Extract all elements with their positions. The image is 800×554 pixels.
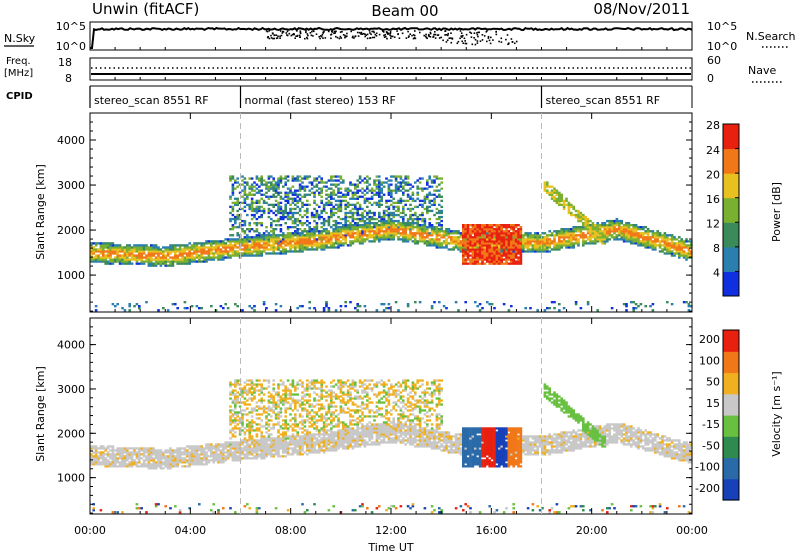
nsky-label: N.Sky	[4, 32, 36, 45]
power-heatmap	[90, 175, 693, 312]
colorbar-swatch	[723, 436, 739, 459]
nsky-tick-top-right: 10^5	[707, 20, 737, 33]
x-axis: 00:00 04:00 08:00 12:00 16:00 20:00 00:00	[74, 47, 708, 537]
cpid-segment-label: stereo_scan 8551 RF	[94, 94, 209, 107]
beam-title: Beam 00	[371, 2, 438, 20]
freq-label-line1: Freq.	[6, 56, 31, 67]
power-colorbar-tick: 20	[706, 168, 720, 181]
power-colorbar-tick: 8	[713, 242, 720, 255]
y-tick-label: 2000	[57, 224, 85, 237]
nsky-tick-top-left: 10^5	[56, 20, 86, 33]
nave-tick-bottom: 0	[707, 72, 714, 85]
colorbar-swatch	[723, 173, 739, 199]
colorbar-swatch	[723, 330, 739, 352]
nave-tick-top: 60	[707, 54, 721, 67]
x-axis-label: Time UT	[367, 541, 413, 554]
y-tick-label: 1000	[57, 472, 85, 485]
nave-label: Nave	[748, 64, 776, 77]
y-tick-label: 3000	[57, 383, 85, 396]
x-tick-label: 00:00	[676, 524, 708, 537]
y-tick-label: 4000	[57, 134, 85, 147]
velocity-colorbar-tick: -100	[695, 461, 720, 474]
nsearch-label: N.Search	[746, 30, 796, 43]
velocity-colorbar-label: Velocity [m s⁻¹]	[770, 371, 783, 456]
power-panel: 1000 2000 3000 4000 Slant Range [km] 4 8 12 16…	[34, 112, 783, 313]
nsky-panel: N.Sky 10^5 10^0 10^5 10^0 N.Search	[4, 20, 796, 53]
colorbar-swatch	[723, 393, 739, 416]
power-y-ticks: 1000 2000 3000 4000	[57, 121, 692, 312]
velocity-colorbar-tick: 200	[699, 333, 720, 346]
x-tick-label: 12:00	[375, 524, 407, 537]
power-colorbar: 4 8 12 16 20 24 28	[706, 119, 740, 297]
x-tick-label: 00:00	[74, 524, 106, 537]
power-colorbar-tick: 12	[706, 218, 720, 231]
freq-tick-bottom: 8	[65, 72, 72, 85]
nsearch-dots	[265, 30, 518, 46]
freq-tick-top: 18	[58, 56, 72, 69]
velocity-colorbar: 200 100 50 15 -15 -50 -100 -200	[695, 329, 740, 501]
x-tick-label: 08:00	[275, 524, 307, 537]
x-tick-label: 04:00	[174, 524, 206, 537]
velocity-colorbar-tick: -200	[695, 482, 720, 495]
power-ylabel: Slant Range [km]	[34, 164, 47, 260]
nsky-trace	[90, 26, 693, 49]
velocity-ylabel: Slant Range [km]	[34, 366, 47, 462]
x-tick-label: 20:00	[576, 524, 608, 537]
nsky-tick-bottom-right: 10^0	[707, 40, 737, 53]
colorbar-swatch	[723, 246, 739, 272]
y-tick-label: 1000	[57, 269, 85, 282]
cpid-segment-label: normal (fast stereo) 153 RF	[245, 94, 396, 107]
cpid-segment-label: stereo_scan 8551 RF	[546, 94, 661, 107]
power-colorbar-label: Power [dB]	[770, 182, 783, 242]
velocity-y-ticks: 1000 2000 3000 4000	[57, 326, 692, 514]
colorbar-swatch	[723, 148, 739, 174]
date-title: 08/Nov/2011	[593, 0, 690, 18]
station-title: Unwin (fitACF)	[92, 0, 199, 18]
y-tick-label: 2000	[57, 427, 85, 440]
power-colorbar-tick: 16	[706, 193, 720, 206]
colorbar-swatch	[723, 478, 739, 501]
colorbar-swatch	[723, 197, 739, 223]
colorbar-swatch	[723, 372, 739, 395]
colorbar-swatch	[723, 351, 739, 374]
y-tick-label: 3000	[57, 179, 85, 192]
cpid-row: stereo_scan 8551 RF normal (fast stereo) …	[89, 85, 693, 108]
colorbar-swatch	[723, 457, 739, 480]
velocity-heatmap	[90, 379, 693, 514]
nsky-tick-bottom-left: 10^0	[56, 40, 86, 53]
velocity-panel: 1000 2000 3000 4000 Slant Range [km] 200 100…	[34, 317, 783, 515]
velocity-colorbar-tick: -15	[702, 418, 720, 431]
cpid-label: CPID	[6, 91, 33, 102]
velocity-colorbar-tick: 50	[706, 376, 720, 389]
velocity-colorbar-tick: -50	[702, 439, 720, 452]
freq-label-line2: [MHz]	[4, 68, 33, 79]
velocity-colorbar-tick: 100	[699, 354, 720, 367]
freq-panel: Freq. [MHz] 18 8 60 0 Nave CPID	[4, 54, 782, 102]
colorbar-swatch	[723, 415, 739, 437]
colorbar-swatch	[723, 124, 739, 150]
velocity-colorbar-tick: 15	[706, 397, 720, 410]
power-colorbar-tick: 4	[713, 267, 720, 280]
colorbar-swatch	[723, 222, 739, 248]
power-colorbar-tick: 24	[706, 144, 720, 157]
x-tick-label: 16:00	[475, 524, 507, 537]
colorbar-swatch	[723, 271, 739, 297]
y-tick-label: 4000	[57, 339, 85, 352]
power-colorbar-tick: 28	[706, 119, 720, 132]
